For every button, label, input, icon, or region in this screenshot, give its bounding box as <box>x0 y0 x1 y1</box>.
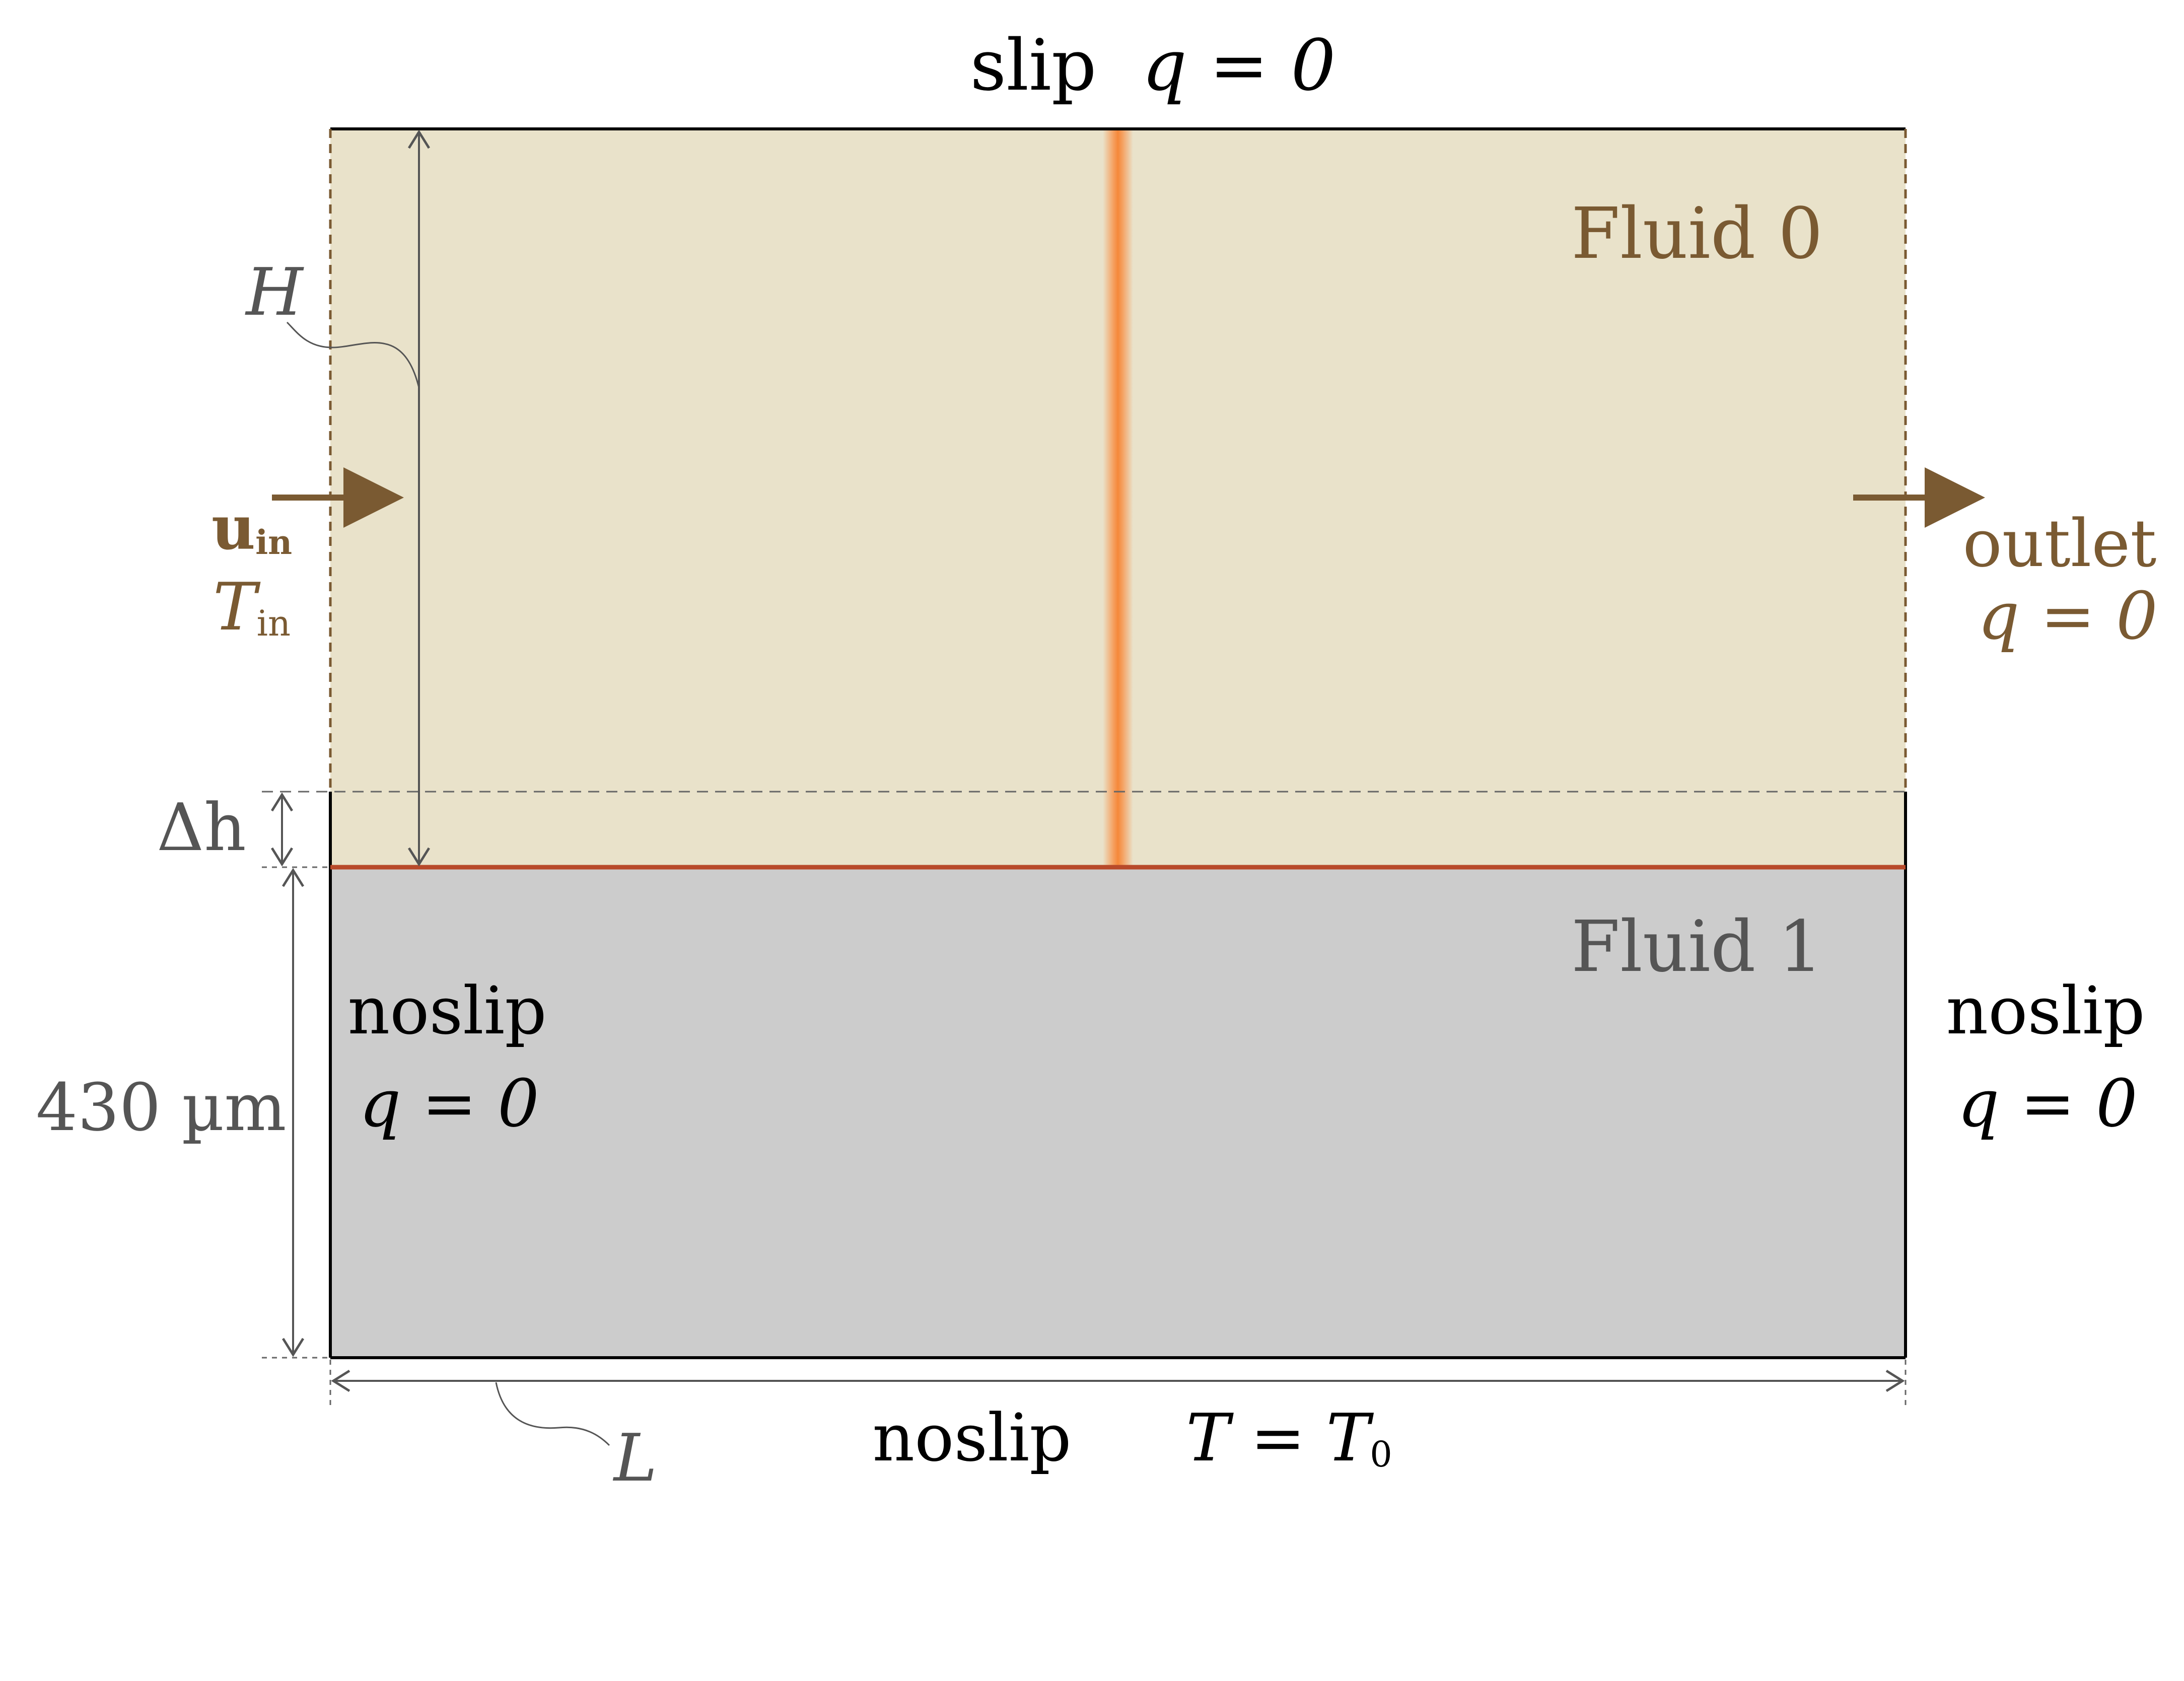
inlet-temp-label: Tin <box>213 569 291 645</box>
fluid0-label: Fluid 0 <box>1571 193 1823 275</box>
L-label: L <box>613 1420 657 1496</box>
outlet-flux: q = 0 <box>1978 578 2158 654</box>
fluid1-region <box>330 867 1906 1358</box>
inlet-velocity-label: uin <box>212 493 292 564</box>
H-leader-curve <box>286 321 420 388</box>
right-boundary-condition: noslip <box>1946 972 2145 1049</box>
L-leader-curve <box>495 1382 610 1446</box>
outlet-label: outlet <box>1963 505 2157 582</box>
delta-h-label: Δh <box>157 789 246 866</box>
left-boundary-condition: noslip <box>347 972 546 1049</box>
fluid1-label: Fluid 1 <box>1571 906 1823 988</box>
right-boundary-flux: q = 0 <box>1957 1065 2138 1142</box>
top-boundary-condition: slip <box>970 25 1096 107</box>
bottom-boundary-condition: noslip <box>872 1399 1071 1476</box>
H-label: H <box>245 254 304 330</box>
thickness-label: 430 µm <box>36 1069 286 1146</box>
left-boundary-flux: q = 0 <box>359 1065 539 1142</box>
top-boundary-flux: q = 0 <box>1142 25 1336 107</box>
bottom-boundary-temp: T = T0 <box>1186 1399 1392 1476</box>
heat-source-strip <box>1103 129 1133 867</box>
